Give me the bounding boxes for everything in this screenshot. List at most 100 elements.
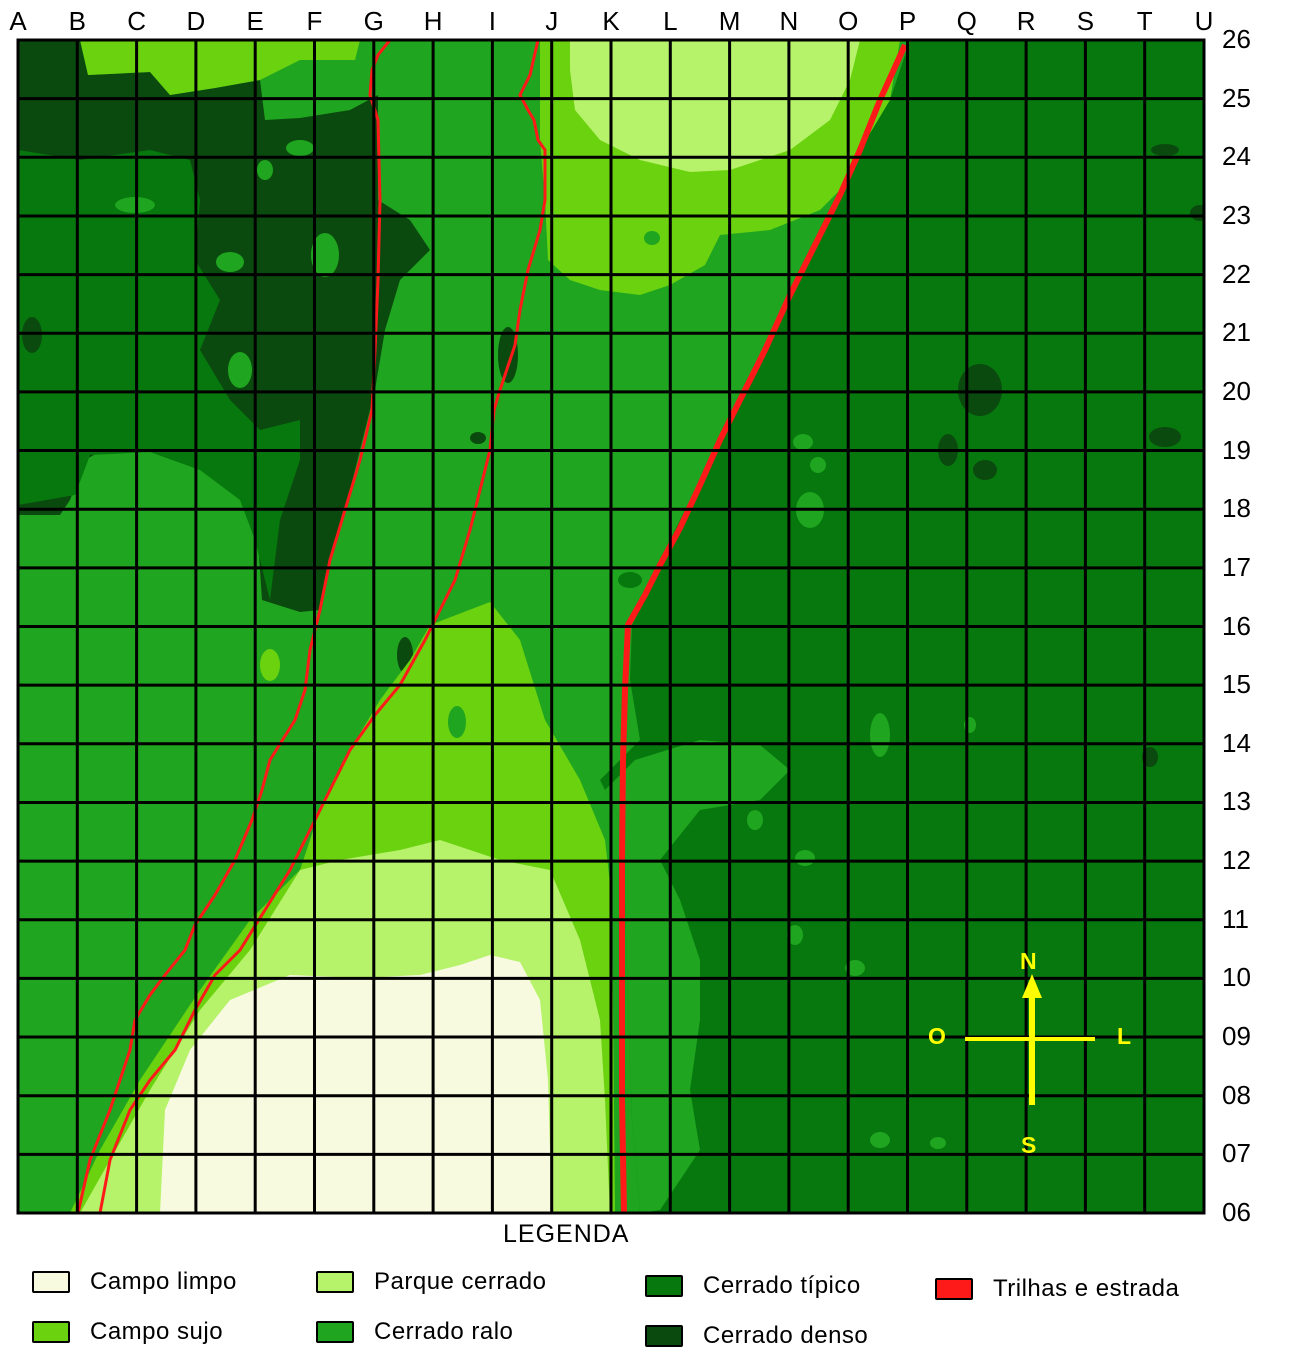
legend-swatch	[316, 1321, 354, 1343]
spot	[1190, 205, 1204, 221]
legend-label: Campo sujo	[90, 1318, 224, 1345]
row-label: 16	[1222, 610, 1251, 641]
row-label: 20	[1222, 375, 1251, 406]
spot	[810, 457, 826, 473]
legend-swatch	[32, 1271, 70, 1293]
legend-title: LEGENDA	[503, 1220, 630, 1248]
spot	[793, 434, 813, 450]
spot	[845, 960, 865, 976]
row-label: 11	[1222, 903, 1249, 934]
legend-label: Cerrado denso	[703, 1322, 869, 1349]
legend-label: Campo limpo	[90, 1268, 237, 1295]
spot	[470, 432, 486, 444]
spot	[498, 327, 518, 383]
spot	[870, 713, 890, 757]
spot	[286, 140, 314, 156]
spot	[958, 364, 1002, 416]
row-label: 22	[1222, 258, 1251, 289]
row-label: 18	[1222, 493, 1251, 524]
legend-swatch	[935, 1278, 973, 1300]
column-label: F	[306, 6, 323, 36]
legend-swatch	[32, 1321, 70, 1343]
zone-cerrado-tipico-patch	[18, 150, 300, 600]
column-label: D	[186, 6, 206, 36]
spot	[260, 649, 280, 681]
spot	[795, 850, 815, 866]
column-label: J	[545, 6, 559, 36]
row-label: 23	[1222, 199, 1251, 230]
legend-label: Cerrado ralo	[374, 1318, 514, 1345]
spot	[115, 197, 155, 213]
compass-rose	[965, 974, 1095, 1105]
legend-item-cerrado-ralo: Cerrado ralo	[316, 1318, 513, 1346]
row-label: 15	[1222, 669, 1251, 700]
spot	[787, 925, 803, 945]
spot	[644, 231, 660, 245]
spot	[448, 706, 466, 738]
spot	[1151, 144, 1179, 156]
column-label: P	[898, 6, 917, 36]
column-label: G	[363, 6, 384, 36]
trail-west-2	[98, 40, 547, 1213]
column-label: B	[68, 6, 86, 36]
row-label: 19	[1222, 434, 1251, 465]
legend-item-parque-cerrado: Parque cerrado	[316, 1268, 546, 1296]
spot	[228, 352, 252, 388]
row-label: 21	[1222, 317, 1251, 348]
column-label: I	[488, 6, 496, 36]
spot	[973, 460, 997, 480]
row-label: 26	[1222, 24, 1251, 54]
column-label: H	[423, 6, 443, 36]
legend-item-cerrado-tipico: Cerrado típico	[645, 1272, 861, 1300]
legend-label: Cerrado típico	[703, 1272, 861, 1299]
compass-east-label: L	[1117, 1023, 1132, 1049]
spot	[311, 233, 339, 277]
trail-west-1	[76, 40, 392, 1213]
row-label: 24	[1222, 141, 1251, 172]
main-road	[619, 43, 908, 1213]
column-label: A	[9, 6, 27, 36]
spot	[747, 810, 763, 830]
row-label: 10	[1222, 962, 1251, 993]
column-label: K	[602, 6, 620, 36]
row-label: 14	[1222, 727, 1251, 758]
column-label: O	[838, 6, 859, 36]
column-label: N	[779, 6, 799, 36]
compass-north-label: N	[1020, 948, 1037, 974]
compass-west-label: O	[928, 1023, 946, 1049]
legend-item-trilhas: Trilhas e estrada	[935, 1275, 1179, 1303]
row-label: 09	[1222, 1021, 1251, 1052]
legend-swatch	[645, 1325, 683, 1347]
zone-campo-sujo-top-left	[80, 40, 360, 95]
legend-label: Parque cerrado	[374, 1268, 547, 1295]
legend-item-cerrado-denso: Cerrado denso	[645, 1322, 868, 1350]
column-label: C	[127, 6, 146, 36]
row-label: 07	[1222, 1138, 1251, 1169]
spot	[1149, 427, 1181, 447]
row-label: 25	[1222, 82, 1251, 113]
spot	[930, 1137, 946, 1149]
legend-item-campo-sujo: Campo sujo	[32, 1318, 223, 1346]
column-label: Q	[956, 6, 977, 36]
column-label: S	[1076, 6, 1095, 36]
spot	[216, 252, 244, 272]
row-label: 17	[1222, 551, 1251, 582]
legend-item-campo-limpo: Campo limpo	[32, 1268, 237, 1296]
column-label: U	[1194, 6, 1214, 36]
row-label: 12	[1222, 845, 1251, 876]
spot	[257, 160, 273, 180]
spot	[618, 572, 642, 588]
legend-label: Trilhas e estrada	[993, 1275, 1180, 1302]
legend-swatch	[645, 1275, 683, 1297]
legend-swatch	[316, 1271, 354, 1293]
column-label: E	[246, 6, 264, 36]
column-label: T	[1136, 6, 1153, 36]
spot	[22, 317, 42, 353]
row-label: 13	[1222, 786, 1251, 817]
row-label: 08	[1222, 1079, 1251, 1110]
column-label: M	[718, 6, 741, 36]
column-label: R	[1016, 6, 1036, 36]
row-label: 06	[1222, 1197, 1251, 1227]
spot	[870, 1132, 890, 1148]
